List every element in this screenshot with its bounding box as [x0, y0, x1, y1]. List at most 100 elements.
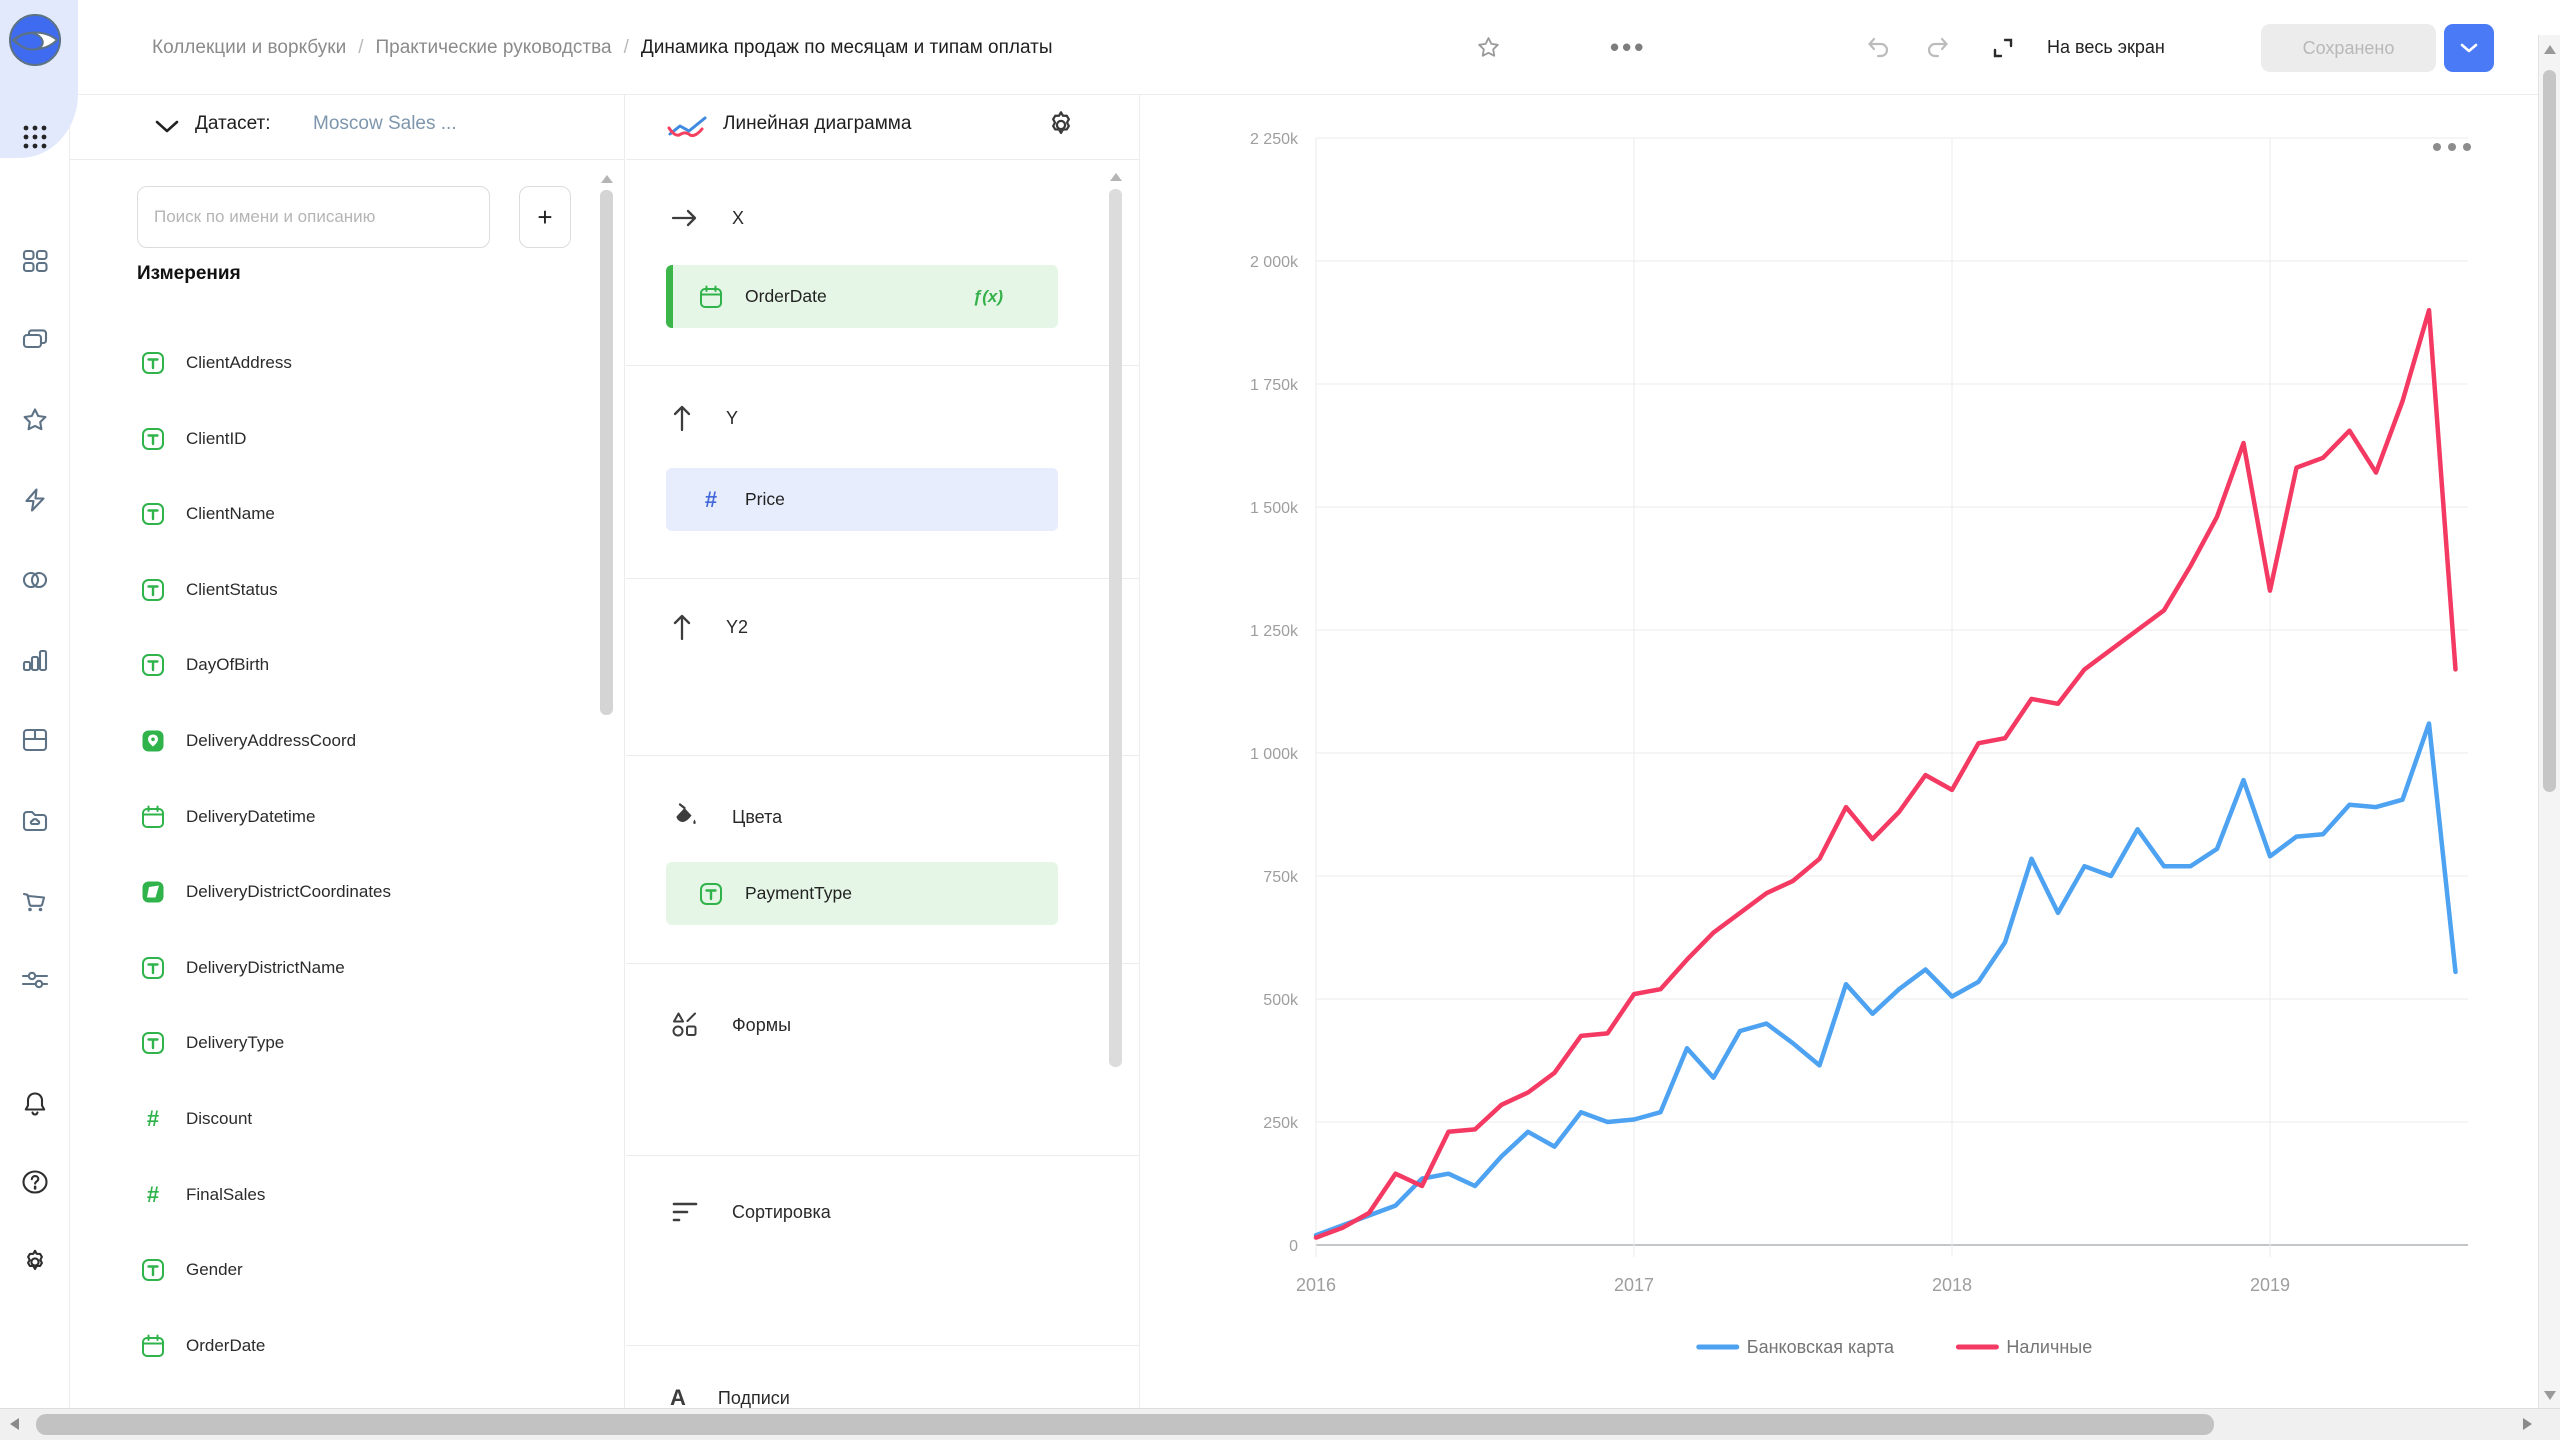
string-field-icon: [140, 1030, 166, 1056]
section-colors-label: Цвета: [732, 806, 783, 827]
scroll-up-arrow-icon[interactable]: [1110, 173, 1122, 181]
dataset-label: Датасет:: [195, 113, 271, 134]
chart-settings-gear-icon[interactable]: [1044, 108, 1080, 144]
field-row-ClientAddress[interactable]: ClientAddress: [125, 340, 595, 386]
section-colors: Цвета: [670, 799, 782, 835]
vertical-scrollbar[interactable]: [2538, 35, 2560, 1410]
fullscreen-expand-icon[interactable]: [1990, 0, 2016, 95]
string-field-icon: [140, 652, 166, 678]
quick-actions-icon[interactable]: [19, 484, 51, 516]
field-name: DayOfBirth: [186, 655, 270, 675]
paint-bucket-icon: [676, 803, 696, 824]
save-dropdown-button[interactable]: [2444, 24, 2494, 72]
arrow-up-icon: [673, 405, 691, 432]
redo-icon[interactable]: [1923, 0, 1951, 95]
vertical-scrollbar-thumb[interactable]: [2543, 70, 2556, 792]
apps-grid-icon[interactable]: [19, 121, 51, 153]
field-row-Discount[interactable]: # Discount: [125, 1096, 595, 1142]
labels-a-icon: А: [670, 1385, 686, 1410]
string-field-icon: [140, 955, 166, 981]
help-icon[interactable]: [19, 1166, 51, 1198]
svg-text:1 250k: 1 250k: [1250, 623, 1299, 640]
dashboards-icon[interactable]: [19, 245, 51, 277]
top-header: Коллекции и воркбуки / Практические руко…: [70, 0, 2538, 95]
field-row-ClientID[interactable]: ClientID: [125, 416, 595, 462]
field-row-OrderDate[interactable]: OrderDate: [125, 1323, 595, 1369]
datasets-icon[interactable]: [19, 564, 51, 596]
field-list-scrollbar[interactable]: [600, 190, 613, 715]
storage-folder-icon[interactable]: [19, 804, 51, 836]
scroll-right-arrow-icon[interactable]: [2523, 1418, 2532, 1430]
section-sorting: Сортировка: [670, 1194, 831, 1230]
charts-icon[interactable]: [19, 644, 51, 676]
add-field-button[interactable]: +: [519, 186, 571, 248]
line-chart[interactable]: 0 250k 500k 750k 1 000k 1 250k 1 500k 1 750k 2 0…: [1141, 95, 2538, 1408]
chart-type-label[interactable]: Линейная диаграмма: [723, 113, 912, 134]
geopoint-field-icon: [140, 728, 166, 754]
horizontal-scrollbar-thumb[interactable]: [36, 1414, 2214, 1435]
field-name: DeliveryDatetime: [186, 806, 316, 826]
field-row-Gender[interactable]: Gender: [125, 1247, 595, 1293]
more-actions-icon[interactable]: •••: [1610, 32, 1647, 62]
date-field-icon: [698, 284, 724, 310]
save-button[interactable]: Сохранено: [2261, 24, 2436, 72]
field-row-DayOfBirth[interactable]: DayOfBirth: [125, 642, 595, 688]
function-badge[interactable]: ƒ(x): [972, 286, 1003, 306]
field-name: ClientAddress: [186, 353, 292, 372]
y-field-chip[interactable]: # Price: [666, 468, 1058, 531]
datalens-logo-icon[interactable]: [8, 14, 61, 66]
field-row-DeliveryDistrictName[interactable]: DeliveryDistrictName: [125, 945, 595, 991]
scroll-down-arrow-icon[interactable]: [2544, 1391, 2556, 1400]
field-row-DeliveryType[interactable]: DeliveryType: [125, 1020, 595, 1066]
chart-menu-dots-icon[interactable]: [2429, 139, 2475, 155]
number-field-icon: #: [146, 1181, 160, 1207]
field-row-ClientStatus[interactable]: ClientStatus: [125, 567, 595, 613]
breadcrumb-guides[interactable]: Практические руководства: [375, 36, 612, 58]
field-row-DeliveryDatetime[interactable]: DeliveryDatetime: [125, 794, 595, 840]
field-name: FinalSales: [186, 1184, 266, 1204]
svg-text:250k: 250k: [1263, 1115, 1299, 1132]
svg-text:0: 0: [1289, 1238, 1298, 1255]
svg-text:2 000k: 2 000k: [1250, 254, 1299, 271]
field-search-input[interactable]: [137, 186, 490, 248]
scroll-up-arrow-icon[interactable]: [2544, 45, 2556, 54]
field-row-DeliveryDistrictCoordinates[interactable]: DeliveryDistrictCoordinates: [125, 869, 595, 915]
field-row-FinalSales[interactable]: # FinalSales: [125, 1172, 595, 1218]
svg-text:2 250k: 2 250k: [1250, 131, 1299, 148]
geopolygon-field-icon: [140, 879, 166, 905]
x-field-chip[interactable]: OrderDate ƒ(x): [666, 265, 1058, 328]
scroll-left-arrow-icon[interactable]: [10, 1418, 19, 1430]
field-row-DeliveryAddressCoord[interactable]: DeliveryAddressCoord: [125, 718, 595, 764]
arrow-up-icon: [673, 614, 691, 641]
dimensions-section-title: Измерения: [137, 263, 241, 284]
fullscreen-label[interactable]: На весь экран: [2047, 37, 2165, 57]
undo-icon[interactable]: [1865, 0, 1893, 95]
notifications-bell-icon[interactable]: [19, 1088, 51, 1120]
horizontal-scrollbar[interactable]: [0, 1408, 2560, 1440]
services-sliders-icon[interactable]: [19, 964, 51, 996]
field-row-ClientName[interactable]: ClientName: [125, 491, 595, 537]
string-field-icon: [140, 1257, 166, 1283]
field-name: DeliveryDistrictName: [186, 957, 345, 977]
config-scrollbar[interactable]: [1109, 189, 1122, 1067]
dataset-name-link[interactable]: Moscow Sales ...: [313, 113, 457, 134]
marketplace-cart-icon[interactable]: [19, 884, 51, 916]
chevron-down-icon[interactable]: [153, 118, 181, 136]
favorite-star-icon[interactable]: [1475, 0, 1502, 95]
breadcrumb-collections[interactable]: Коллекции и воркбуки: [152, 36, 347, 58]
svg-text:2018: 2018: [1932, 1275, 1972, 1295]
settings-gear-icon[interactable]: [19, 1246, 51, 1278]
color-field-chip[interactable]: PaymentType: [666, 862, 1058, 925]
favorites-icon[interactable]: [19, 404, 51, 436]
string-field-icon: [140, 501, 166, 527]
collections-icon[interactable]: [19, 324, 51, 356]
line-chart-type-icon[interactable]: [666, 112, 712, 142]
chart-preview-pane: 0 250k 500k 750k 1 000k 1 250k 1 500k 1 750k 2 0…: [1141, 95, 2538, 1408]
tables-icon[interactable]: [19, 724, 51, 756]
x-field-name: OrderDate: [745, 286, 827, 306]
scroll-up-arrow-icon[interactable]: [601, 175, 613, 183]
dataset-panel: Датасет: Moscow Sales ... + Измерения Cl…: [70, 95, 625, 1408]
field-name: DeliveryDistrictCoordinates: [186, 882, 392, 902]
section-y2: Y2: [670, 609, 748, 645]
chip-accent-bar: [666, 265, 673, 328]
